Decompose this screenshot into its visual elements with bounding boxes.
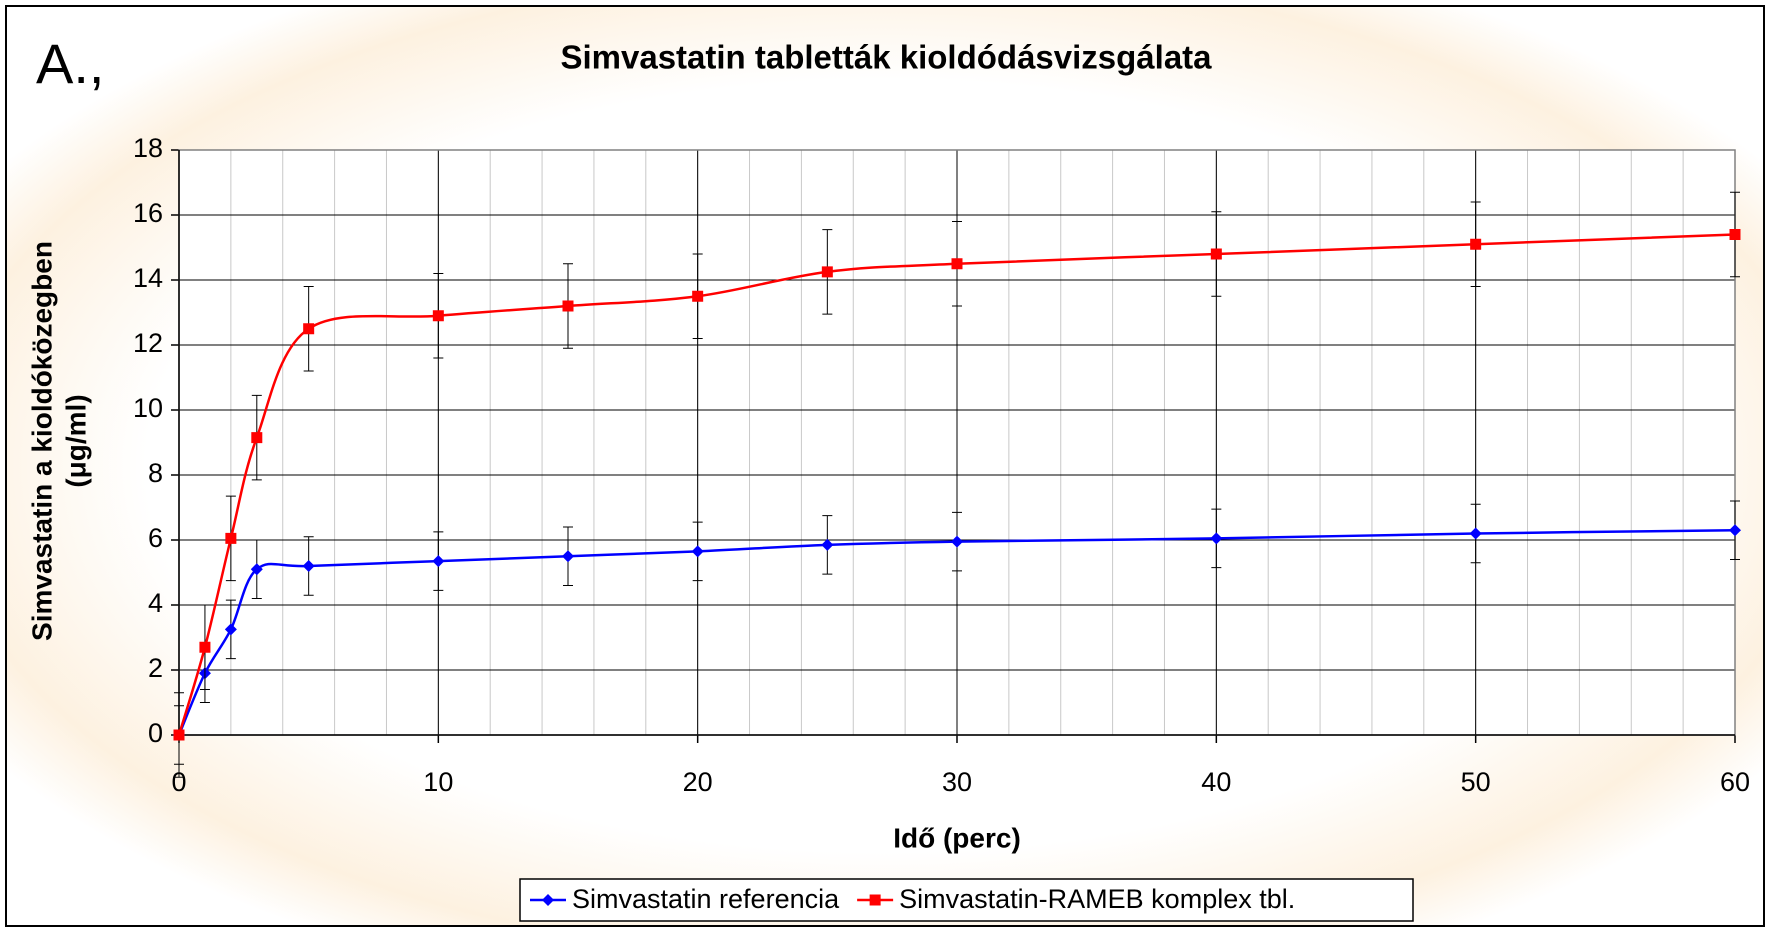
y-tick-label: 10 [133, 393, 163, 423]
y-tick-label: 16 [133, 198, 163, 228]
data-point [562, 550, 574, 563]
x-tick-label: 50 [1461, 767, 1491, 797]
y-tick-label: 0 [148, 718, 163, 748]
data-point [562, 300, 574, 312]
x-tick-label: 10 [423, 767, 453, 797]
data-point [432, 555, 445, 568]
y-axis-label: Simvastatin a kioldóközegben [26, 241, 57, 641]
y-tick-label: 18 [133, 133, 163, 163]
data-point [250, 563, 263, 576]
y-tick-label: 14 [133, 263, 163, 293]
legend-label: Simvastatin-RAMEB komplex tbl. [899, 884, 1295, 914]
data-point [691, 545, 704, 558]
data-point [432, 310, 444, 322]
data-point [951, 535, 963, 548]
data-point [1729, 229, 1741, 240]
data-point [302, 560, 315, 572]
data-point [1210, 248, 1222, 260]
data-point [1729, 524, 1741, 537]
data-point [951, 258, 963, 270]
legend-marker [869, 894, 881, 906]
y-tick-label: 4 [148, 588, 163, 618]
y-tick-label: 6 [148, 523, 163, 553]
data-point [821, 538, 834, 551]
legend-marker [542, 894, 554, 906]
data-point [173, 729, 185, 741]
data-point [692, 290, 704, 302]
x-tick-label: 0 [171, 767, 186, 797]
x-tick-label: 60 [1720, 767, 1750, 797]
x-axis-label: Idő (perc) [893, 822, 1021, 853]
data-point [303, 323, 315, 335]
x-tick-label: 40 [1201, 767, 1231, 797]
panel-label: A., [36, 32, 104, 95]
data-point [1470, 238, 1482, 250]
y-tick-label: 12 [133, 328, 163, 358]
y-tick-label: 8 [148, 458, 163, 488]
data-point [1210, 532, 1223, 545]
y-tick-label: 2 [148, 653, 163, 683]
data-point [224, 623, 237, 636]
data-point [225, 532, 237, 544]
legend-box [519, 878, 1414, 922]
data-point [1469, 527, 1482, 540]
data-point [821, 266, 833, 278]
chart-title: Simvastatin tabletták kioldódásvizsgálat… [560, 39, 1212, 76]
y-axis-label: (μg/ml) [60, 394, 91, 487]
x-tick-label: 30 [942, 767, 972, 797]
x-tick-label: 20 [683, 767, 713, 797]
legend-label: Simvastatin referencia [572, 884, 840, 914]
data-point [251, 432, 263, 444]
data-point [199, 641, 211, 653]
series-line [177, 233, 1736, 736]
